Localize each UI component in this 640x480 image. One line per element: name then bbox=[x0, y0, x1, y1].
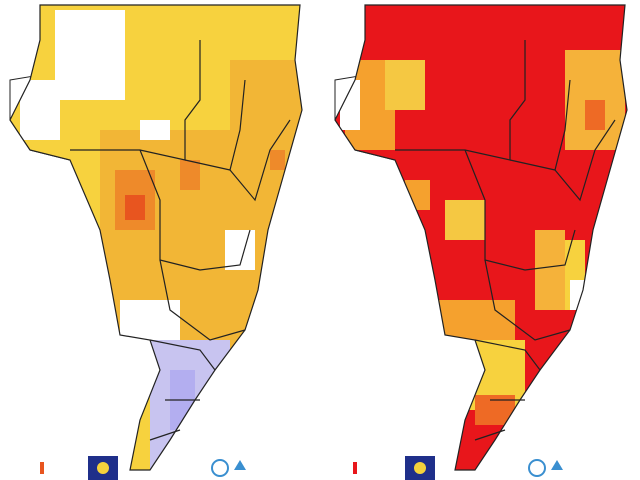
right-borders bbox=[334, 4, 628, 471]
right-map bbox=[334, 4, 628, 480]
logo-ring bbox=[211, 459, 229, 477]
legend-swatch bbox=[40, 462, 44, 474]
logo-sun bbox=[97, 462, 109, 474]
logo-ring bbox=[528, 459, 546, 477]
legend-swatch bbox=[353, 462, 357, 474]
logo-sun bbox=[414, 462, 426, 474]
left-borders bbox=[9, 4, 303, 471]
logo-arrow bbox=[234, 460, 246, 470]
right-fill bbox=[335, 5, 627, 470]
logo-arrow bbox=[551, 460, 563, 470]
left-map bbox=[9, 4, 303, 480]
